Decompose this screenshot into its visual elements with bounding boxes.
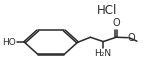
Text: H₂N: H₂N [94,49,111,58]
Text: HCl: HCl [97,4,117,17]
Text: HO: HO [2,38,16,47]
Text: O: O [128,33,136,43]
Text: O: O [112,18,120,28]
